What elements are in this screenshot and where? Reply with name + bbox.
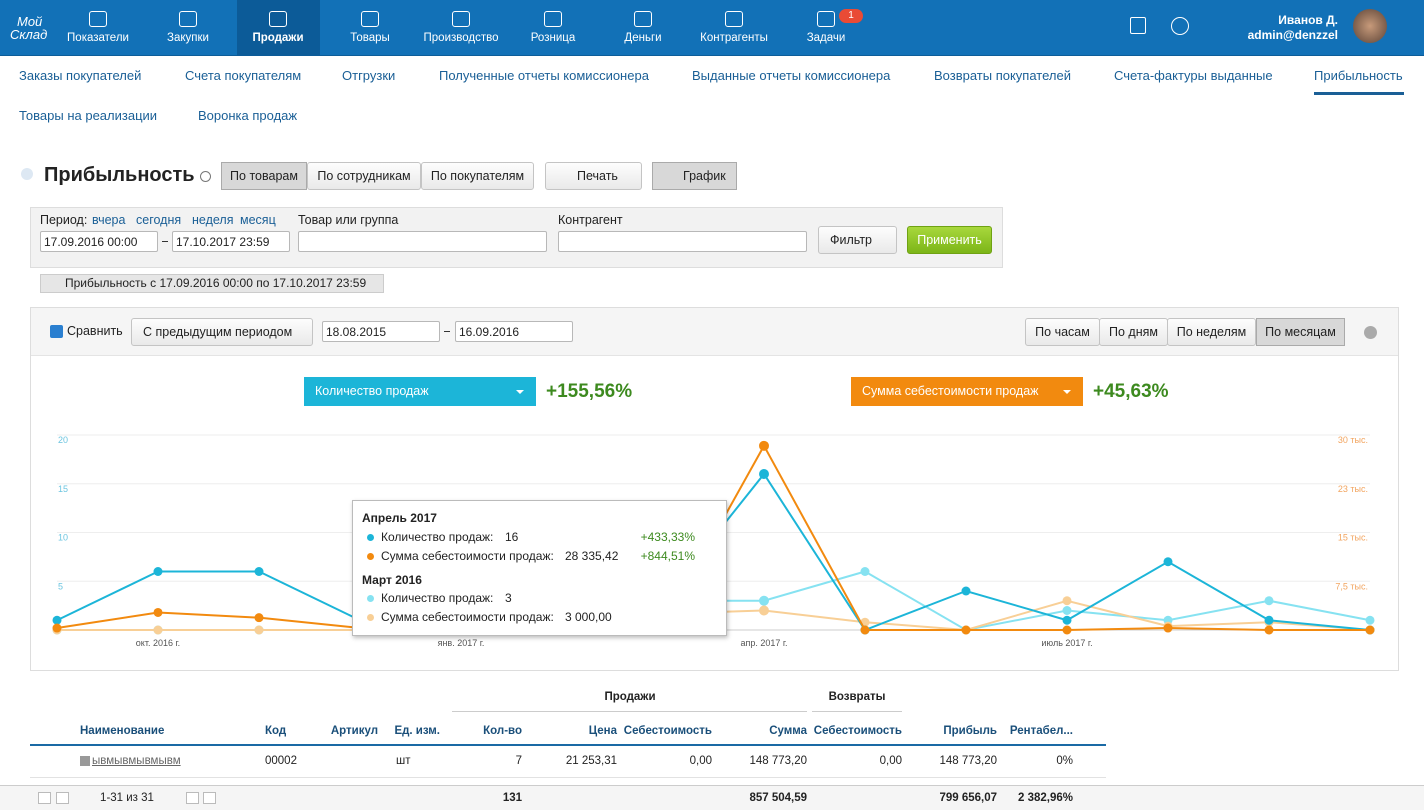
column-header[interactable]: Артикул [331, 725, 378, 737]
y2-tick-label: 7,5 тыс. [1335, 581, 1368, 591]
point [53, 616, 62, 625]
tooltip-value: 3 [505, 591, 512, 605]
group-header: Продажи [604, 691, 655, 703]
tooltip-title: Март 2016 [362, 573, 422, 587]
legend-dot [367, 595, 374, 602]
point [962, 626, 971, 635]
point [759, 606, 769, 616]
row-icon [80, 756, 90, 766]
point [1265, 626, 1274, 635]
point [255, 613, 264, 622]
y-tick-label: 20 [58, 435, 68, 445]
table-cell: 00002 [265, 755, 297, 767]
point [962, 587, 971, 596]
x-tick-label: окт. 2016 г. [136, 638, 180, 648]
y2-tick-label: 30 тыс. [1338, 435, 1368, 445]
point [1265, 596, 1274, 605]
pager-button[interactable] [38, 792, 51, 804]
table-cell: 148 773,20 [749, 755, 807, 767]
y-tick-label: 15 [58, 484, 68, 494]
point [154, 567, 163, 576]
tooltip-title: Апрель 2017 [362, 511, 437, 525]
pager-button[interactable] [56, 792, 69, 804]
column-header[interactable]: Ед. изм. [394, 725, 440, 737]
group-line [812, 711, 902, 712]
column-header[interactable]: Код [265, 725, 286, 737]
tooltip-value: 3 000,00 [565, 610, 612, 624]
y2-tick-label: 15 тыс. [1338, 533, 1368, 543]
total-cell: 799 656,07 [939, 792, 997, 804]
table-cell: 21 253,31 [566, 755, 617, 767]
tooltip-label: Количество продаж: [381, 591, 493, 605]
column-header[interactable]: Наименование [80, 725, 164, 737]
tooltip-value: 16 [505, 530, 518, 544]
item-link[interactable]: ывмывмывмывм [92, 755, 181, 767]
table-cell: 0,00 [880, 755, 902, 767]
total-cell: 857 504,59 [749, 792, 807, 804]
column-header[interactable]: Рентабел... [1010, 725, 1073, 737]
column-header[interactable]: Цена [589, 725, 617, 737]
x-tick-label: апр. 2017 г. [740, 638, 787, 648]
column-header[interactable]: Себестоимость [624, 725, 712, 737]
point [1063, 596, 1072, 605]
pager-button[interactable] [186, 792, 199, 804]
column-header[interactable]: Прибыль [943, 725, 997, 737]
point [759, 469, 769, 479]
tooltip-label: Сумма себестоимости продаж: [381, 549, 554, 563]
y-tick-label: 10 [58, 533, 68, 543]
table-cell: 0% [1056, 755, 1073, 767]
point [154, 608, 163, 617]
legend-dot [367, 614, 374, 621]
y-tick-label: 5 [58, 581, 63, 591]
point [154, 626, 163, 635]
row-line [30, 777, 1106, 778]
legend-dot [367, 553, 374, 560]
point [1063, 606, 1072, 615]
point [255, 567, 264, 576]
total-cell: 2 382,96% [1018, 792, 1073, 804]
table-cell: 0,00 [690, 755, 712, 767]
column-header[interactable]: Кол-во [483, 725, 522, 737]
pager-button[interactable] [203, 792, 216, 804]
x-tick-label: янв. 2017 г. [438, 638, 485, 648]
tooltip-value: 28 335,42 [565, 549, 618, 563]
tooltip-label: Количество продаж: [381, 530, 493, 544]
table-cell: 7 [516, 755, 522, 767]
point [1265, 616, 1274, 625]
pager-text: 1-31 из 31 [100, 792, 154, 804]
point [1164, 557, 1173, 566]
table-cell: 148 773,20 [939, 755, 997, 767]
point [861, 626, 870, 635]
legend-dot [367, 534, 374, 541]
x-tick-label: июль 2017 г. [1041, 638, 1092, 648]
point [1366, 626, 1375, 635]
settings-icon[interactable] [1080, 727, 1096, 737]
point [1164, 624, 1173, 633]
table-cell: шт [396, 755, 411, 767]
point [1366, 616, 1375, 625]
tooltip-change: +844,51% [641, 549, 695, 563]
tooltip-change: +433,33% [641, 530, 695, 544]
point [759, 596, 769, 606]
point [759, 441, 769, 451]
header-line [30, 744, 1106, 746]
point [1063, 626, 1072, 635]
group-header: Возвраты [829, 691, 886, 703]
point [861, 567, 870, 576]
point [255, 626, 264, 635]
column-header[interactable]: Себестоимость [814, 725, 902, 737]
column-header[interactable]: Сумма [769, 725, 807, 737]
point [53, 624, 62, 633]
total-cell: 131 [503, 792, 522, 804]
point [1063, 616, 1072, 625]
group-line [452, 711, 807, 712]
y2-tick-label: 23 тыс. [1338, 484, 1368, 494]
tooltip-label: Сумма себестоимости продаж: [381, 610, 554, 624]
